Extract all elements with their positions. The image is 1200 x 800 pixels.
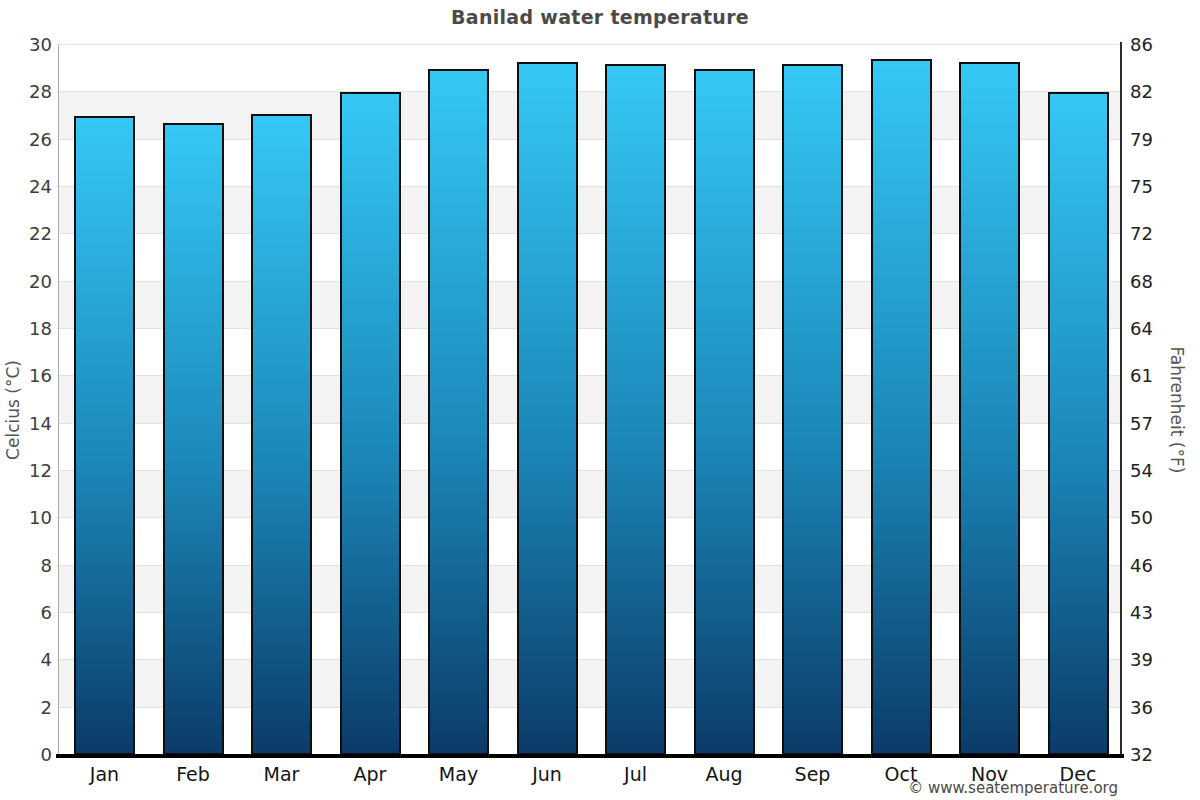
- bar-apr: [340, 92, 401, 755]
- month-label-jun: Jun: [502, 763, 592, 785]
- celsius-tick-label: 22: [6, 225, 52, 243]
- celsius-tick-label: 24: [6, 178, 52, 196]
- x-axis-line: [56, 754, 1124, 758]
- celsius-tick-label: 18: [6, 320, 52, 338]
- fahrenheit-tick-label: 61: [1130, 367, 1153, 385]
- gridline: [58, 44, 1120, 45]
- fahrenheit-tick-label: 54: [1130, 462, 1153, 480]
- fahrenheit-tick-label: 79: [1130, 131, 1153, 149]
- bar-jun: [517, 62, 578, 755]
- fahrenheit-tick-label: 68: [1130, 273, 1153, 291]
- chart: Banilad water temperature 02468101214161…: [0, 0, 1200, 800]
- copyright-text: © www.seatemperature.org: [908, 779, 1118, 797]
- celsius-tick-label: 26: [6, 131, 52, 149]
- bar-jan: [74, 116, 135, 755]
- bar-oct: [871, 59, 932, 755]
- celsius-tick-label: 20: [6, 273, 52, 291]
- chart-title: Banilad water temperature: [0, 6, 1200, 28]
- bar-jul: [605, 64, 666, 755]
- month-label-mar: Mar: [237, 763, 327, 785]
- fahrenheit-tick-label: 82: [1130, 83, 1153, 101]
- celsius-tick-label: 0: [6, 746, 52, 764]
- fahrenheit-tick-label: 43: [1130, 604, 1153, 622]
- celsius-tick-label: 6: [6, 604, 52, 622]
- month-label-jan: Jan: [60, 763, 150, 785]
- month-label-apr: Apr: [325, 763, 415, 785]
- celsius-tick-label: 28: [6, 83, 52, 101]
- bar-may: [428, 69, 489, 755]
- fahrenheit-axis-title: Fahrenheit (°F): [1167, 345, 1187, 475]
- bar-mar: [251, 114, 312, 755]
- bar-aug: [694, 69, 755, 755]
- celsius-tick-label: 4: [6, 651, 52, 669]
- fahrenheit-tick-label: 39: [1130, 651, 1153, 669]
- month-label-may: May: [414, 763, 504, 785]
- celsius-tick-label: 8: [6, 557, 52, 575]
- celsius-axis-title: Celcius (°C): [3, 345, 23, 475]
- fahrenheit-tick-label: 32: [1130, 746, 1153, 764]
- bar-dec: [1048, 92, 1109, 755]
- celsius-tick-label: 2: [6, 699, 52, 717]
- month-label-jul: Jul: [591, 763, 681, 785]
- fahrenheit-tick-label: 86: [1130, 36, 1153, 54]
- bar-sep: [782, 64, 843, 755]
- fahrenheit-tick-label: 36: [1130, 699, 1153, 717]
- month-label-aug: Aug: [679, 763, 769, 785]
- bar-feb: [163, 123, 224, 755]
- month-label-sep: Sep: [768, 763, 858, 785]
- fahrenheit-axis-line: [1120, 42, 1122, 755]
- fahrenheit-tick-label: 50: [1130, 509, 1153, 527]
- celsius-tick-label: 10: [6, 509, 52, 527]
- fahrenheit-tick-label: 57: [1130, 415, 1153, 433]
- fahrenheit-tick-label: 72: [1130, 225, 1153, 243]
- fahrenheit-tick-label: 64: [1130, 320, 1153, 338]
- celsius-tick-label: 30: [6, 36, 52, 54]
- month-label-feb: Feb: [148, 763, 238, 785]
- plot-area: [58, 45, 1120, 755]
- fahrenheit-tick-label: 46: [1130, 557, 1153, 575]
- bar-nov: [959, 62, 1020, 755]
- celsius-axis-line: [58, 45, 59, 755]
- fahrenheit-tick-label: 75: [1130, 178, 1153, 196]
